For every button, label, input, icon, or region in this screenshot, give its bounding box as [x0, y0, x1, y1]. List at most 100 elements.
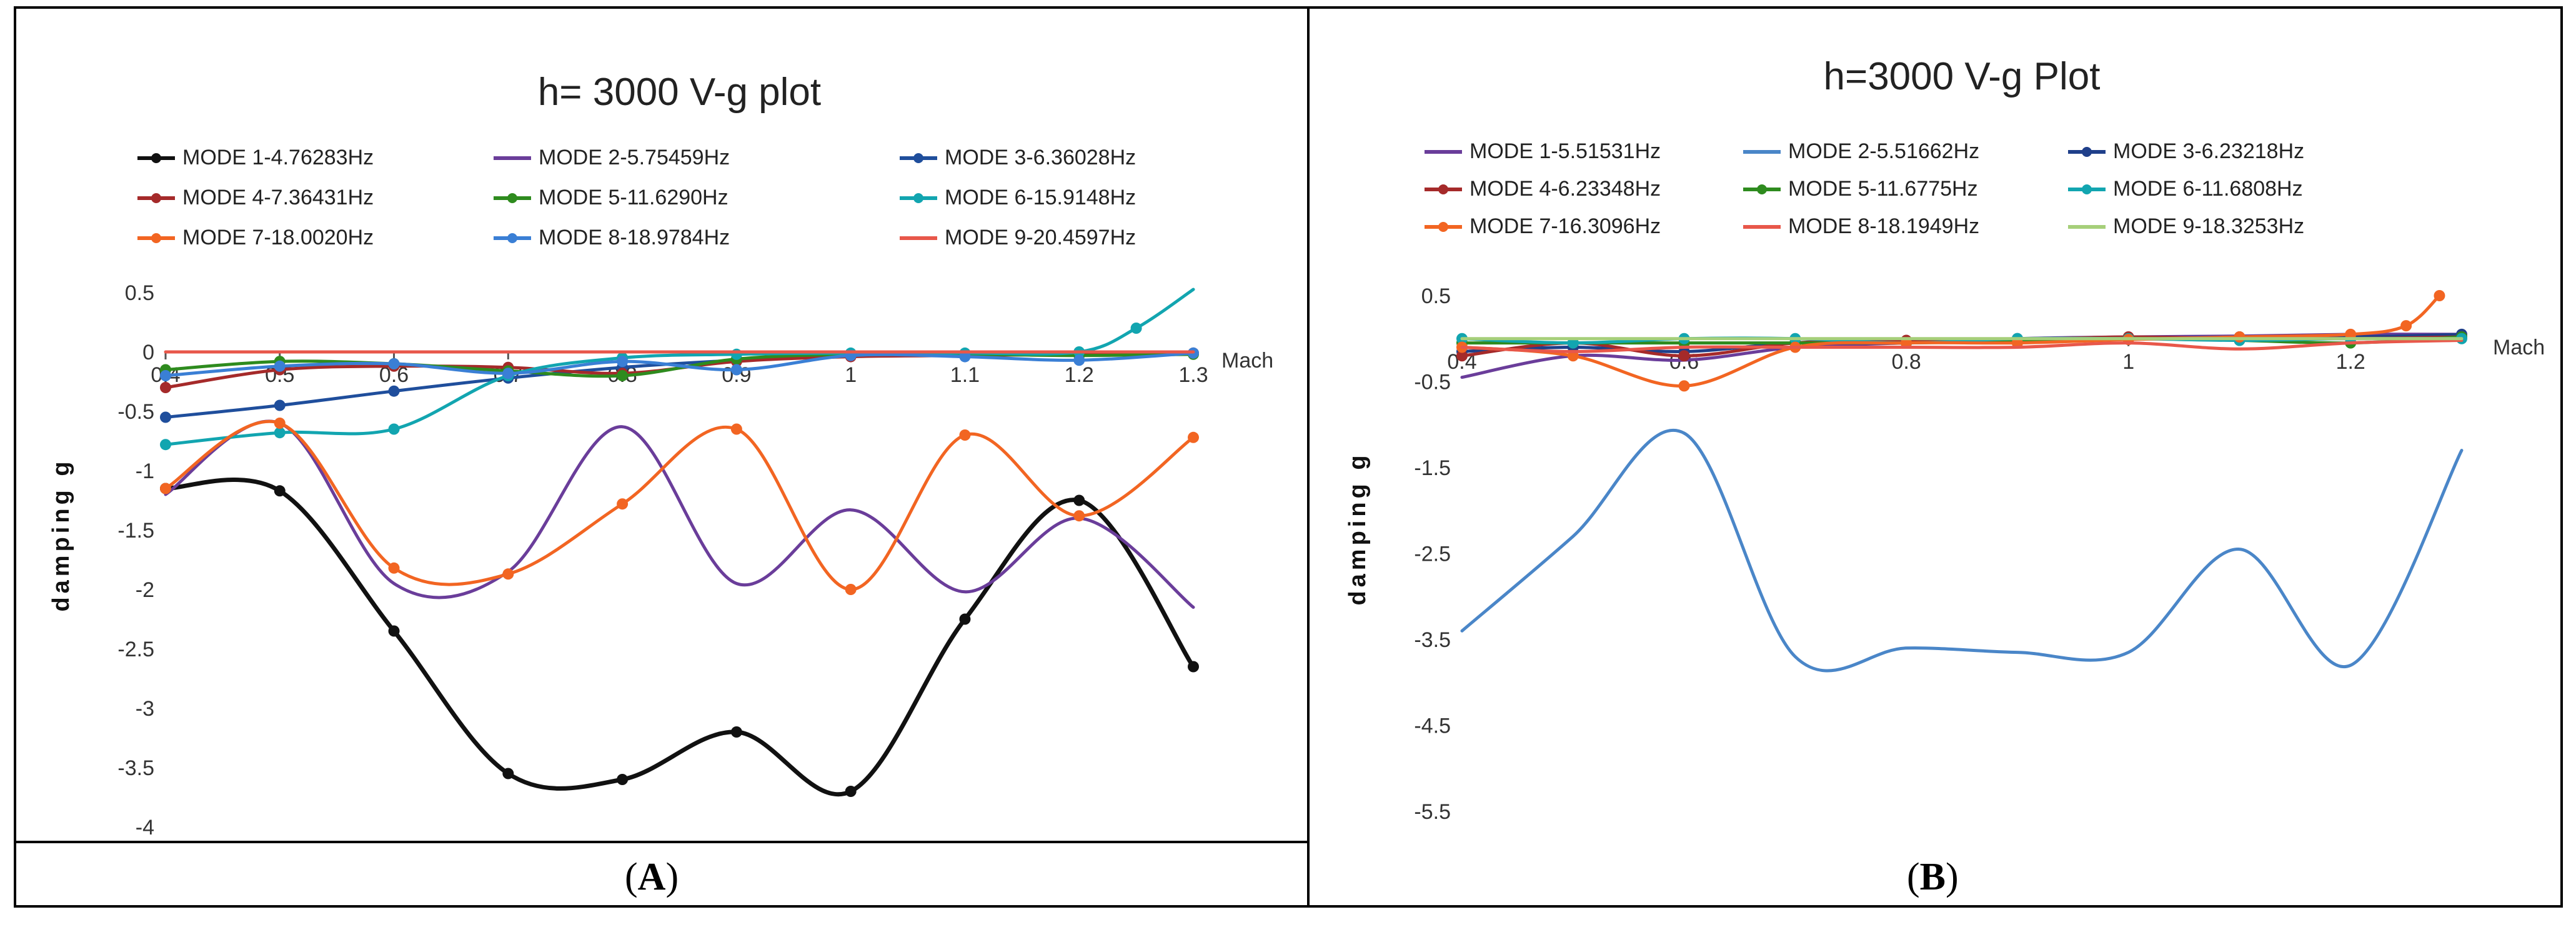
data-point [502, 568, 514, 580]
data-point [1130, 323, 1142, 334]
y-axis-label: damping g [1345, 451, 1371, 605]
legend-item-mode-4-7-36431hz: MODE 4-7.36431Hz [137, 186, 374, 209]
data-point [617, 370, 629, 381]
legend-label: MODE 5-11.6290Hz [539, 186, 729, 209]
data-point [388, 562, 400, 574]
legend-label: MODE 2-5.51662Hz [1788, 139, 1979, 163]
legend-marker [913, 153, 923, 163]
legend-item-mode-3-6-23218hz: MODE 3-6.23218Hz [2068, 139, 2304, 163]
legend-item-mode-5-11-6775hz: MODE 5-11.6775Hz [1743, 177, 1978, 201]
y-tick-label: -5.5 [1414, 800, 1451, 824]
figure-frame [14, 6, 2563, 908]
data-point [1073, 354, 1085, 366]
x-tick-label: 1.1 [950, 363, 980, 387]
legend-label: MODE 7-16.3096Hz [1470, 214, 1661, 238]
legend-label: MODE 6-15.9148Hz [945, 186, 1136, 209]
legend-label: MODE 8-18.9784Hz [539, 226, 730, 249]
legend-label: MODE 1-5.51531Hz [1470, 139, 1661, 163]
series-line [164, 419, 1195, 609]
legend-marker [1757, 184, 1767, 194]
data-point [2234, 331, 2245, 343]
data-point [1678, 380, 1690, 392]
data-point [160, 483, 171, 494]
legend-marker [507, 193, 517, 203]
series-line [1460, 294, 2441, 388]
legend-label: MODE 4-6.23348Hz [1470, 177, 1661, 201]
y-tick-label: -1.5 [117, 519, 154, 543]
series-line [1460, 428, 2464, 673]
legend-label: MODE 9-18.3253Hz [2113, 214, 2304, 238]
data-point [274, 485, 286, 497]
data-point [388, 385, 400, 397]
data-point [959, 429, 971, 441]
y-tick-label: -4.5 [1414, 714, 1451, 738]
data-point [2434, 290, 2445, 301]
panel-label-b: (B) [1907, 856, 1959, 898]
series-mode-7-18-0020hz [160, 418, 1199, 595]
legend-item-mode-8-18-9784hz: MODE 8-18.9784Hz [494, 226, 730, 249]
legend-marker [1438, 184, 1448, 194]
y-tick-label: -0.5 [1414, 371, 1451, 394]
data-point [388, 625, 400, 637]
data-point [1456, 350, 1468, 362]
legend-label: MODE 8-18.1949Hz [1788, 214, 1979, 238]
legend-label: MODE 4-7.36431Hz [182, 186, 374, 209]
legend-label: MODE 5-11.6775Hz [1788, 177, 1978, 201]
legend-item-mode-1-4-76283hz: MODE 1-4.76283Hz [137, 146, 374, 169]
legend-label: MODE 7-18.0020Hz [182, 226, 374, 249]
legend-marker [151, 193, 161, 203]
legend-item-mode-2-5-51662hz: MODE 2-5.51662Hz [1743, 139, 1979, 163]
legend-label: MODE 9-20.4597Hz [945, 226, 1136, 249]
y-tick-label: -2.5 [1414, 543, 1451, 566]
data-point [160, 439, 171, 451]
legend-marker [2082, 147, 2092, 157]
series-mode-1-4-76283hz [160, 478, 1199, 797]
legend-item-mode-9-18-3253hz: MODE 9-18.3253Hz [2068, 214, 2304, 238]
chart-title: h= 3000 V-g plot [538, 71, 821, 114]
data-point [617, 774, 629, 785]
series-line [164, 419, 1195, 591]
legend-item-mode-6-15-9148hz: MODE 6-15.9148Hz [900, 186, 1136, 209]
data-point [959, 613, 971, 625]
legend-item-mode-2-5-75459hz: MODE 2-5.75459Hz [494, 146, 730, 169]
chart-title: h=3000 V-g Plot [1824, 55, 2101, 98]
legend-item-mode-9-20-4597hz: MODE 9-20.4597Hz [900, 226, 1136, 249]
data-point [959, 351, 971, 363]
data-point [502, 368, 514, 379]
data-point [1188, 661, 1199, 673]
y-tick-label: -3.5 [1414, 628, 1451, 652]
x-tick-label: 1.2 [2336, 350, 2365, 374]
data-point [730, 423, 742, 435]
data-point [502, 768, 514, 779]
y-axis-label: damping g [48, 458, 74, 611]
x-tick-label: 1 [845, 363, 857, 387]
legend-item-mode-1-5-51531hz: MODE 1-5.51531Hz [1425, 139, 1661, 163]
y-tick-label: -3 [136, 697, 154, 721]
data-point [274, 399, 286, 411]
data-point [845, 584, 857, 595]
legend-label: MODE 1-4.76283Hz [182, 146, 374, 169]
data-point [160, 382, 171, 393]
data-point [388, 358, 400, 369]
data-point [1678, 350, 1690, 362]
legend-item-mode-7-16-3096hz: MODE 7-16.3096Hz [1425, 214, 1661, 238]
legend-label: MODE 3-6.36028Hz [945, 146, 1136, 169]
legend-item-mode-8-18-1949hz: MODE 8-18.1949Hz [1743, 214, 1979, 238]
series-line [163, 478, 1196, 797]
series-mode-8-18-1949hz [1460, 339, 2464, 353]
x-axis-label: Mach [2493, 336, 2545, 359]
caption-separator [14, 841, 1310, 843]
y-tick-label: -0.5 [117, 400, 154, 424]
legend-item-mode-5-11-6290hz: MODE 5-11.6290Hz [494, 186, 729, 209]
legend-label: MODE 3-6.23218Hz [2113, 139, 2304, 163]
data-point [160, 411, 171, 423]
data-point [388, 423, 400, 435]
y-tick-label: 0.5 [1421, 284, 1451, 308]
legend-marker [2082, 184, 2092, 194]
chart-panel-a: h= 3000 V-g plot MODE 1-4.76283Hz MODE 2-5… [48, 71, 1273, 839]
legend-item-mode-4-6-23348hz: MODE 4-6.23348Hz [1425, 177, 1661, 201]
data-point [160, 370, 171, 381]
legend-marker [507, 233, 517, 243]
y-tick-label: -2.5 [117, 638, 154, 661]
series-mode-2-5-75459hz [164, 419, 1195, 609]
